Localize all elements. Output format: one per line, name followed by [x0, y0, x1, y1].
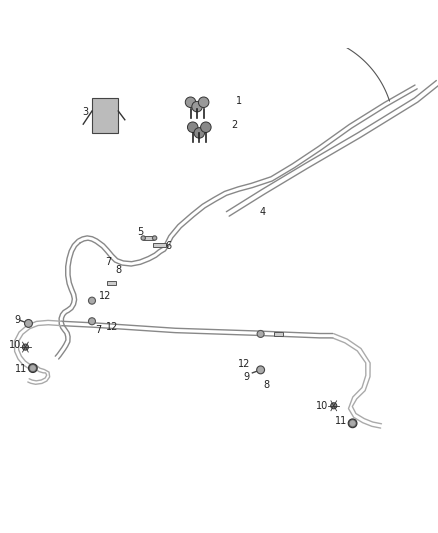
- Circle shape: [185, 97, 196, 108]
- Bar: [274, 332, 283, 336]
- Circle shape: [28, 364, 37, 373]
- Text: 6: 6: [166, 241, 172, 251]
- Text: 2: 2: [231, 120, 237, 131]
- Bar: [107, 281, 116, 285]
- Circle shape: [152, 236, 157, 240]
- Circle shape: [257, 330, 264, 337]
- Circle shape: [257, 366, 265, 374]
- Text: 11: 11: [15, 365, 27, 374]
- Text: 7: 7: [95, 325, 102, 335]
- Circle shape: [194, 128, 205, 138]
- Circle shape: [192, 101, 202, 112]
- Text: 7: 7: [106, 257, 112, 267]
- Circle shape: [25, 319, 32, 327]
- Text: 3: 3: [82, 107, 88, 117]
- Circle shape: [348, 419, 357, 427]
- Bar: [92, 98, 118, 133]
- Text: 8: 8: [263, 379, 269, 390]
- Text: 12: 12: [238, 359, 251, 369]
- Text: 4: 4: [260, 207, 266, 217]
- Text: 11: 11: [335, 416, 347, 426]
- Text: 9: 9: [14, 315, 21, 325]
- Circle shape: [88, 297, 95, 304]
- Text: 12: 12: [99, 291, 111, 301]
- Circle shape: [22, 344, 28, 350]
- Circle shape: [350, 421, 355, 426]
- Text: 9: 9: [243, 372, 249, 382]
- Circle shape: [88, 318, 95, 325]
- Circle shape: [198, 97, 209, 108]
- Text: 5: 5: [137, 228, 143, 237]
- Circle shape: [187, 122, 198, 133]
- Circle shape: [201, 122, 211, 133]
- Text: 10: 10: [316, 401, 328, 411]
- Circle shape: [331, 403, 337, 409]
- Bar: [153, 243, 166, 247]
- Text: 10: 10: [9, 341, 21, 350]
- Text: 12: 12: [106, 322, 118, 332]
- Circle shape: [141, 236, 145, 240]
- Text: 1: 1: [236, 96, 242, 107]
- Bar: [143, 236, 154, 240]
- Text: 8: 8: [115, 264, 121, 274]
- Circle shape: [30, 366, 35, 371]
